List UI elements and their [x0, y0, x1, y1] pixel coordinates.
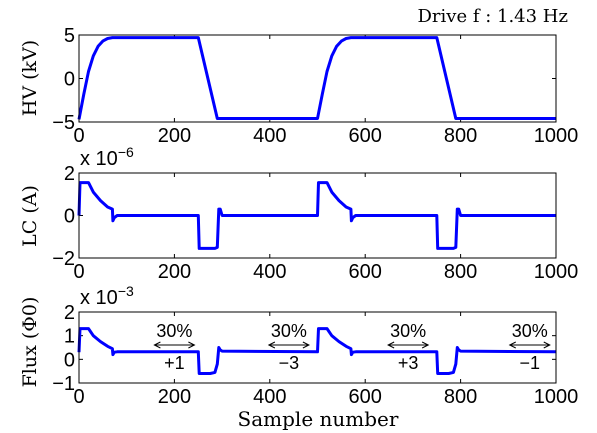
lc-xtick-label: 0: [73, 261, 84, 283]
lc-ytick-label: 0: [64, 206, 75, 228]
annotation-step: −1: [519, 353, 540, 373]
lc-ticks: 0 200 400 600 800 1000−202: [52, 163, 578, 283]
hv-xtick-label: 600: [349, 125, 382, 147]
hv-axes-frame: [78, 34, 557, 123]
annotation-percent: 30%: [390, 321, 426, 341]
hv-ytick-label: −5: [52, 112, 75, 134]
annotation-step: +1: [164, 353, 185, 373]
hv-xtick-label: 200: [158, 125, 191, 147]
flux-xtick-label: 0: [73, 386, 84, 408]
lc-ytick-label: −2: [52, 248, 75, 270]
flux-xtick-label: 200: [158, 386, 191, 408]
annotation-step: −3: [279, 353, 300, 373]
lc-ytick-label: 2: [64, 163, 75, 185]
lc-panel: LC (A) x 10−6 0 200 400 600 800 1000−202: [19, 144, 578, 283]
flux-panel: Flux (Φ0) x 10−3 0 200 400 600 800 1000−1012 …: [19, 283, 578, 431]
annotation-arrowhead-right: [421, 341, 430, 349]
xaxis-label: Sample number: [238, 407, 399, 431]
lc-axes-frame: [78, 172, 557, 259]
flux-series-line: [77, 327, 557, 375]
flux-xtick-label: 400: [253, 386, 286, 408]
flux-xtick-label: 1000: [534, 386, 579, 408]
hv-xtick-label: 1000: [534, 125, 579, 147]
flux-axes-frame: [78, 311, 557, 384]
flux-exponent: x 10−3: [80, 283, 134, 309]
hv-ticks: 0 200 400 600 800 1000−505: [52, 25, 578, 147]
hv-xtick-label: 0: [73, 125, 84, 147]
annotation-percent: 30%: [271, 321, 307, 341]
lc-series: [77, 181, 556, 250]
annotation-arrowhead-right: [188, 341, 196, 349]
flux-annotations: 30% +1 30% −3 30% +3 30% −1: [153, 321, 551, 373]
lc-ylabel: LC (A): [19, 185, 41, 247]
hv-ytick-label: 0: [64, 69, 75, 91]
hv-panel: HV (kV) 0 200 400 600 800 1000−505: [19, 25, 578, 147]
drive-frequency-label: Drive f : 1.43 Hz: [418, 6, 569, 27]
lc-series-line: [77, 181, 556, 250]
lc-xtick-label: 400: [253, 261, 286, 283]
hv-ytick-label: 5: [64, 25, 75, 47]
flux-xtick-label: 800: [444, 386, 477, 408]
lc-xtick-label: 200: [158, 261, 191, 283]
annotation-percent: 30%: [156, 321, 192, 341]
hv-ylabel: HV (kV): [19, 40, 41, 116]
annotation-arrowhead-right: [302, 341, 310, 349]
flux-ytick-label: 1: [64, 326, 75, 348]
annotation-arrowhead-right: [543, 341, 551, 349]
hv-xtick-label: 800: [444, 125, 477, 147]
hv-series-line: [77, 36, 556, 120]
flux-ytick-label: −1: [52, 373, 75, 395]
flux-series: [77, 327, 557, 375]
flux-ylabel: Flux (Φ0): [19, 297, 41, 388]
annotation-step: +3: [398, 353, 419, 373]
annotation-arrowhead-left: [153, 341, 161, 349]
hv-series: [77, 36, 556, 120]
lc-xtick-label: 1000: [534, 261, 579, 283]
annotation-arrowhead-left: [387, 341, 395, 349]
lc-exponent: x 10−6: [80, 144, 134, 170]
lc-xtick-label: 600: [349, 261, 382, 283]
flux-ytick-label: 0: [64, 349, 75, 371]
flux-ytick-label: 2: [64, 302, 75, 324]
lc-xtick-label: 800: [444, 261, 477, 283]
flux-xtick-label: 600: [349, 386, 382, 408]
annotation-percent: 30%: [512, 321, 548, 341]
hv-xtick-label: 400: [253, 125, 286, 147]
annotation-arrowhead-left: [508, 341, 516, 349]
annotation-arrowhead-left: [267, 341, 276, 349]
